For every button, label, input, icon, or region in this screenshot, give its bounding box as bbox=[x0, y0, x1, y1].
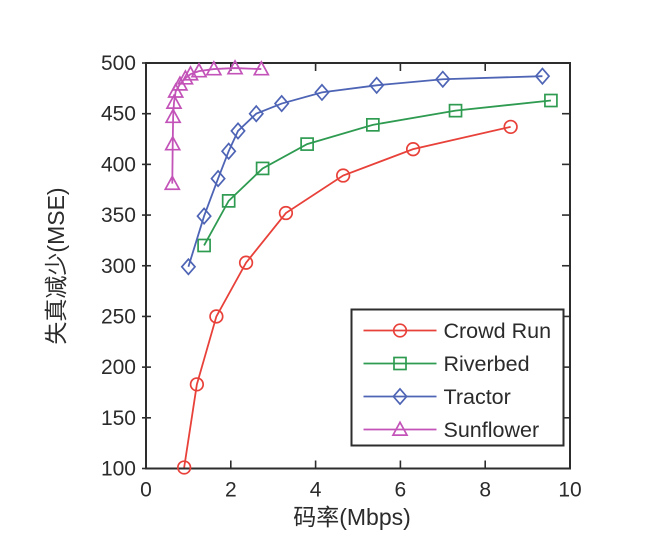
y-tick-label: 400 bbox=[101, 153, 136, 176]
marker-crowd-run bbox=[336, 168, 351, 183]
marker-tractor bbox=[180, 257, 197, 276]
marker-crowd-run bbox=[177, 460, 192, 475]
marker-riverbed bbox=[300, 137, 314, 151]
marker-tractor bbox=[273, 94, 290, 113]
y-tick-label: 350 bbox=[101, 204, 136, 227]
marker-tractor bbox=[314, 83, 330, 102]
marker-crowd-run bbox=[405, 142, 421, 157]
legend-marker-crowd-run bbox=[392, 323, 408, 338]
marker-tractor bbox=[534, 67, 551, 86]
legend-marker-sunflower bbox=[391, 420, 409, 436]
series-line-sunflower bbox=[171, 67, 262, 184]
marker-crowd-run bbox=[209, 309, 224, 324]
legend-marker-tractor bbox=[392, 387, 408, 406]
marker-sunflower bbox=[163, 174, 181, 191]
legend-label-crowd-run: Crowd Run bbox=[444, 319, 552, 343]
y-tick-label: 100 bbox=[101, 458, 136, 481]
marker-crowd-run bbox=[503, 119, 518, 135]
marker-riverbed bbox=[221, 194, 236, 208]
marker-sunflower bbox=[165, 93, 183, 109]
marker-crowd-run bbox=[278, 205, 294, 221]
marker-tractor bbox=[230, 122, 246, 140]
y-tick-label: 450 bbox=[101, 103, 136, 126]
marker-tractor bbox=[435, 70, 451, 89]
legend-marker-riverbed bbox=[393, 356, 407, 371]
x-tick-label: 4 bbox=[310, 479, 322, 502]
marker-sunflower bbox=[252, 60, 270, 76]
marker-sunflower bbox=[226, 59, 244, 75]
x-tick-label: 8 bbox=[479, 479, 491, 502]
legend-label-riverbed: Riverbed bbox=[444, 352, 530, 376]
marker-riverbed bbox=[255, 161, 270, 176]
marker-riverbed bbox=[448, 103, 463, 118]
legend-box bbox=[350, 308, 565, 447]
x-tick-label: 2 bbox=[225, 479, 237, 502]
y-tick-label: 150 bbox=[101, 407, 136, 430]
marker-riverbed bbox=[197, 238, 211, 253]
marker-sunflower bbox=[190, 62, 208, 78]
marker-crowd-run bbox=[238, 255, 254, 270]
marker-tractor bbox=[248, 104, 264, 123]
y-tick-label: 500 bbox=[101, 52, 136, 75]
marker-tractor bbox=[210, 169, 226, 188]
legend-label-sunflower: Sunflower bbox=[444, 418, 540, 442]
marker-crowd-run bbox=[189, 377, 205, 392]
y-axis-label: 失真减少(MSE) bbox=[43, 187, 69, 344]
marker-tractor bbox=[220, 142, 237, 161]
marker-riverbed bbox=[365, 117, 380, 132]
series-line-crowd-run bbox=[183, 125, 511, 468]
x-tick-label: 0 bbox=[140, 479, 152, 502]
marker-tractor bbox=[196, 207, 212, 225]
y-tick-label: 300 bbox=[101, 255, 136, 278]
marker-tractor bbox=[368, 76, 385, 95]
marker-sunflower bbox=[176, 69, 194, 85]
series-line-riverbed bbox=[203, 99, 552, 246]
series-line-tractor bbox=[187, 75, 543, 268]
y-tick-label: 250 bbox=[101, 305, 136, 328]
marker-sunflower bbox=[205, 60, 223, 76]
x-tick-label: 6 bbox=[395, 479, 407, 502]
legend-label-tractor: Tractor bbox=[444, 385, 511, 409]
y-tick-label: 200 bbox=[101, 356, 136, 379]
marker-sunflower bbox=[164, 135, 182, 151]
marker-riverbed bbox=[544, 93, 558, 108]
marker-sunflower bbox=[164, 107, 182, 124]
x-tick-label: 10 bbox=[558, 479, 581, 502]
x-axis-label: 码率(Mbps) bbox=[293, 504, 411, 530]
